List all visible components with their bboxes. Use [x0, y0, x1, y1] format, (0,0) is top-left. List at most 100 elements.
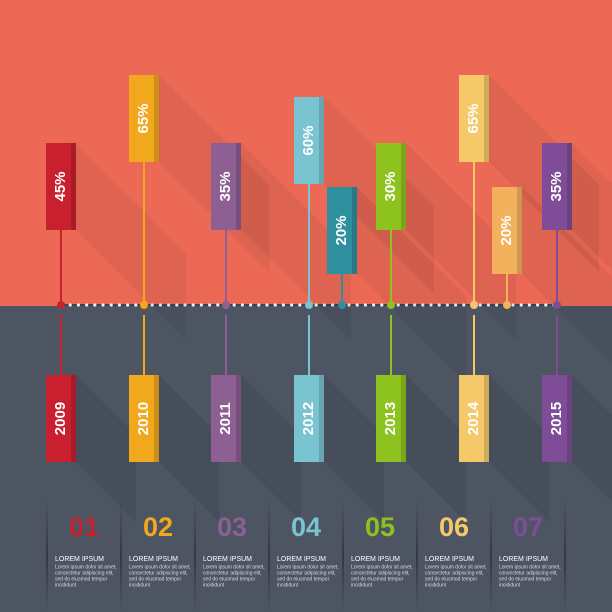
- timeline-node: [222, 301, 230, 309]
- year-label: 2011: [217, 402, 234, 435]
- timeline-dot: [347, 303, 351, 307]
- year-fold: [71, 375, 76, 462]
- tag-fold: [319, 97, 324, 184]
- year-tag: [376, 375, 406, 462]
- tag: [294, 97, 324, 184]
- year-shadow: [572, 375, 612, 502]
- timeline-dot: [462, 303, 466, 307]
- column-title: LOREM IPSUM: [351, 556, 400, 563]
- tag-fold: [154, 75, 159, 162]
- timeline-dot: [429, 303, 433, 307]
- tag-label: 20%: [498, 215, 515, 245]
- column-body: sed do eiusmod tempor: [203, 576, 256, 582]
- tag: [376, 143, 406, 230]
- tag-shadow: [406, 143, 516, 340]
- column-separator: [46, 500, 48, 612]
- timeline-dot: [265, 303, 269, 307]
- timeline-dot: [363, 303, 367, 307]
- timeline-node: [470, 301, 478, 309]
- timeline-dot: [495, 303, 499, 307]
- tag-shadow: [357, 187, 467, 384]
- column-body: incididunt: [129, 582, 151, 588]
- year-shadow: [241, 375, 301, 522]
- column-title: LOREM IPSUM: [425, 556, 474, 563]
- timeline-node: [553, 301, 561, 309]
- timeline-dot: [93, 303, 97, 307]
- timeline-dot: [208, 303, 212, 307]
- timeline-dot: [281, 303, 285, 307]
- column-body: Lorem ipsum dolor sit amet,: [277, 564, 339, 570]
- year-tag: [542, 375, 572, 462]
- timeline-dot: [167, 303, 171, 307]
- year-tag: [211, 375, 241, 462]
- tag: [459, 75, 489, 162]
- column-body: Lorem ipsum dolor sit amet,: [499, 564, 561, 570]
- timeline-dot: [249, 303, 253, 307]
- timeline-dot: [413, 303, 417, 307]
- timeline-dot: [486, 303, 490, 307]
- timeline-dot: [257, 303, 261, 307]
- timeline-dot: [76, 303, 80, 307]
- timeline-dot: [191, 303, 195, 307]
- timeline-dot: [355, 303, 359, 307]
- column-body: incididunt: [55, 582, 77, 588]
- tag-label: 45%: [52, 171, 69, 201]
- year-label: 2009: [52, 402, 69, 435]
- timeline-dot: [273, 303, 277, 307]
- year-fold: [401, 375, 406, 462]
- timeline-dot: [421, 303, 425, 307]
- column-body: consectetur adipiscing elit,: [55, 570, 114, 576]
- tag: [542, 143, 572, 230]
- column-body: Lorem ipsum dolor sit amet,: [55, 564, 117, 570]
- timeline-dot: [478, 303, 482, 307]
- timeline-dot: [240, 303, 244, 307]
- tag-fold: [236, 143, 241, 230]
- timeline-dot: [199, 303, 203, 307]
- timeline-node: [305, 301, 313, 309]
- column-body: Lorem ipsum dolor sit amet,: [425, 564, 487, 570]
- year-tag: [294, 375, 324, 462]
- timeline-dot: [290, 303, 294, 307]
- column-separator: [194, 500, 196, 612]
- timeline-dot: [117, 303, 121, 307]
- timeline-node: [140, 301, 148, 309]
- column-title: LOREM IPSUM: [55, 556, 104, 563]
- column-separator: [564, 500, 566, 612]
- timeline-dot: [511, 303, 515, 307]
- timeline-dot: [445, 303, 449, 307]
- timeline-node: [57, 301, 65, 309]
- column-body: Lorem ipsum dolor sit amet,: [129, 564, 191, 570]
- column-number: 03: [217, 512, 247, 542]
- column-number: 06: [439, 512, 469, 542]
- column-body: incididunt: [425, 582, 447, 588]
- timeline-dot: [380, 303, 384, 307]
- year-label: 2012: [300, 402, 317, 435]
- tag-label: 35%: [548, 171, 565, 201]
- tag-fold: [401, 143, 406, 230]
- column-separator: [120, 500, 122, 612]
- tag-label: 30%: [382, 171, 399, 201]
- timeline-dot: [134, 303, 138, 307]
- timeline-dot: [126, 303, 130, 307]
- column-body: sed do eiusmod tempor: [277, 576, 330, 582]
- timeline-dot: [519, 303, 523, 307]
- year-label: 2015: [548, 402, 565, 435]
- column-body: consectetur adipiscing elit,: [277, 570, 336, 576]
- timeline-node: [503, 301, 511, 309]
- tag: [211, 143, 241, 230]
- timeline-dot: [372, 303, 376, 307]
- timeline-dot: [396, 303, 400, 307]
- column-title: LOREM IPSUM: [277, 556, 326, 563]
- tag-label: 60%: [300, 125, 317, 155]
- column-number: 02: [143, 512, 173, 542]
- column-body: incididunt: [277, 582, 299, 588]
- year-tag: [459, 375, 489, 462]
- tag-label: 20%: [333, 215, 350, 245]
- tag-fold: [352, 187, 357, 274]
- column-body: consectetur adipiscing elit,: [499, 570, 558, 576]
- timeline-dot: [536, 303, 540, 307]
- timeline-dot: [183, 303, 187, 307]
- tag-shadow: [241, 143, 351, 340]
- column-body: sed do eiusmod tempor: [499, 576, 552, 582]
